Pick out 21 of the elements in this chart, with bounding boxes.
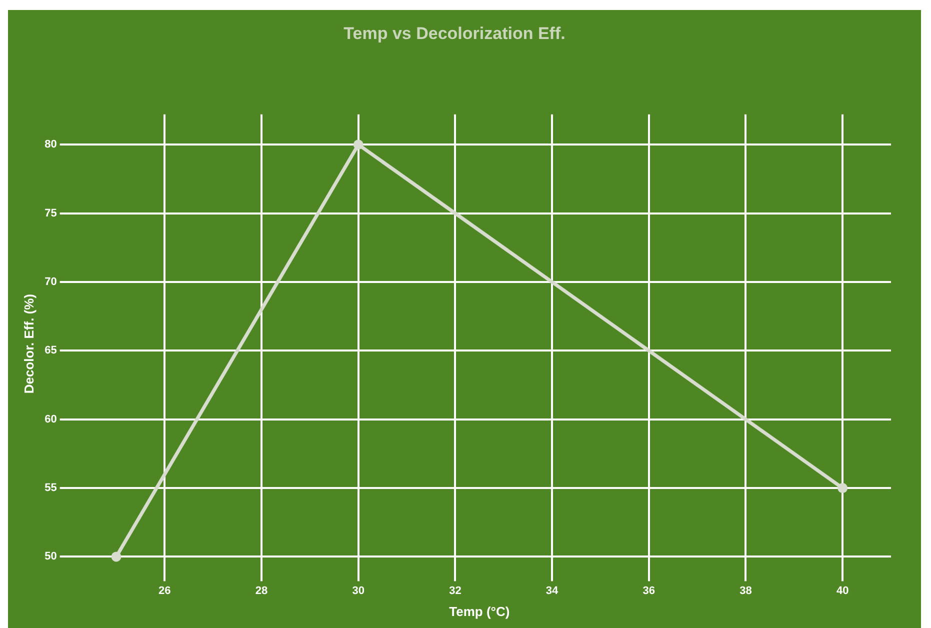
point <box>111 552 122 562</box>
x-tick-label: 36 <box>642 584 656 597</box>
x-tick-label: 32 <box>449 584 462 597</box>
y-tick-label: 60 <box>44 413 57 426</box>
y-axis-title: Decolor. Eff. (%) <box>21 294 36 394</box>
y-tick-label: 50 <box>44 550 57 563</box>
point <box>838 483 848 494</box>
x-tick-label: 26 <box>158 584 171 597</box>
y-tick-label: 70 <box>44 276 57 288</box>
x-tick-label: 38 <box>740 584 752 597</box>
x-tick-label: 40 <box>836 584 849 597</box>
x-tick-label: 34 <box>546 584 560 597</box>
x-tick-label: 30 <box>352 584 364 597</box>
y-tick-label: 75 <box>44 207 57 220</box>
chart-title: Temp vs Decolorization Eff. <box>344 24 566 43</box>
point <box>353 140 364 150</box>
y-tick-label: 55 <box>44 482 57 494</box>
y-tick-label: 80 <box>44 138 57 151</box>
y-tick-label: 65 <box>44 344 57 357</box>
x-axis-title: Temp (°C) <box>449 604 510 619</box>
x-tick-label: 28 <box>255 584 268 597</box>
